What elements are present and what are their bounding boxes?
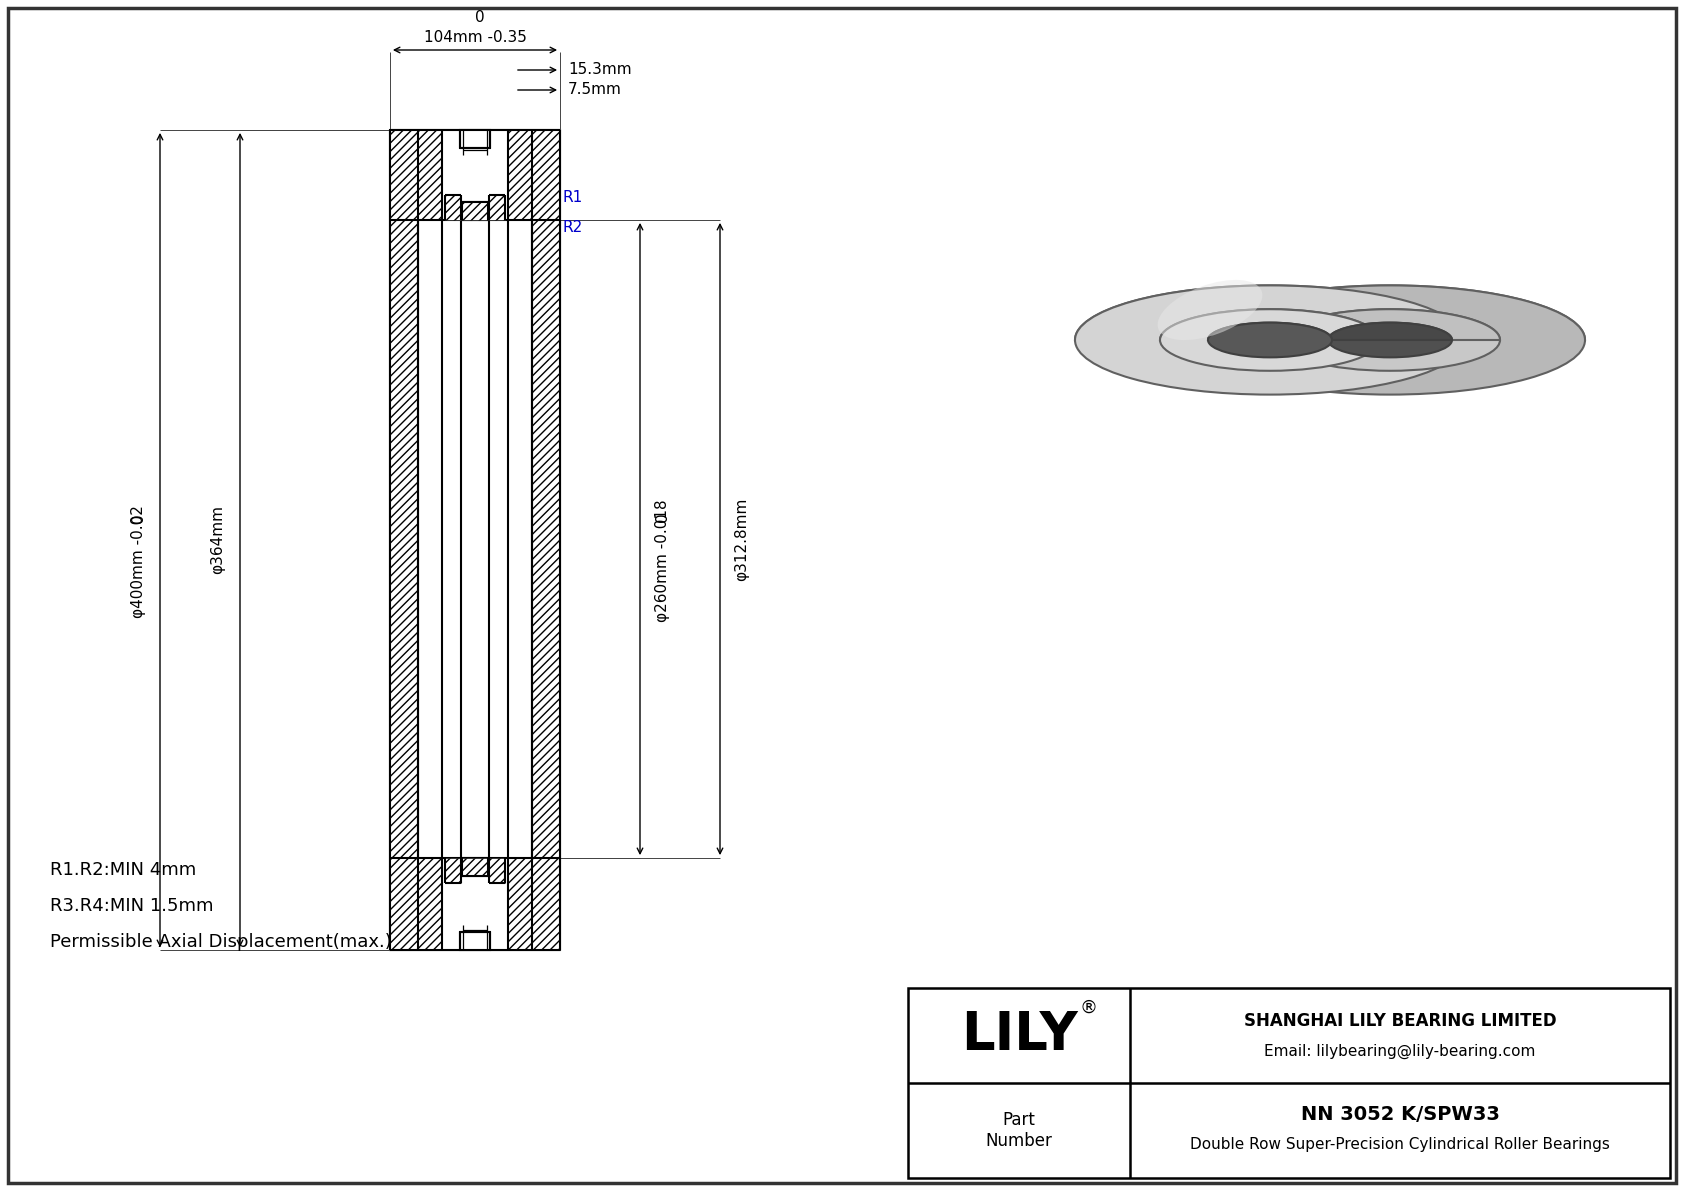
Bar [418, 130, 532, 220]
Bar [460, 933, 490, 950]
Bar [445, 195, 461, 220]
Text: LILY: LILY [960, 1010, 1078, 1061]
Text: R2: R2 [562, 220, 583, 236]
Text: 0: 0 [475, 11, 485, 25]
Bar [441, 130, 509, 220]
Text: 0: 0 [655, 512, 670, 522]
Bar [391, 130, 561, 220]
Bar [418, 858, 532, 950]
Text: ®: ® [1079, 998, 1096, 1016]
Text: 104mm -0.35: 104mm -0.35 [424, 30, 527, 45]
Ellipse shape [1157, 280, 1263, 341]
Bar [532, 220, 561, 858]
Bar [461, 858, 488, 877]
Text: Email: lilybearing@lily-bearing.com: Email: lilybearing@lily-bearing.com [1265, 1043, 1536, 1059]
Bar [391, 130, 561, 950]
Bar [908, 989, 1671, 1178]
Text: Permissible Axial Displacement(max.):5mm: Permissible Axial Displacement(max.):5mm [51, 933, 445, 950]
Bar [460, 130, 490, 148]
Bar [441, 130, 509, 950]
Text: R3: R3 [534, 252, 554, 268]
Polygon shape [1074, 286, 1585, 339]
Text: φ312.8mm: φ312.8mm [734, 498, 749, 581]
Bar [391, 858, 561, 950]
Text: NN 3052 K/SPW33: NN 3052 K/SPW33 [1300, 1105, 1499, 1124]
Text: SHANGHAI LILY BEARING LIMITED: SHANGHAI LILY BEARING LIMITED [1244, 1012, 1556, 1030]
Bar [461, 202, 488, 220]
Text: φ364mm: φ364mm [210, 505, 226, 574]
Bar [461, 220, 488, 858]
Text: φ400mm -0.02: φ400mm -0.02 [130, 505, 145, 618]
Text: Double Row Super-Precision Cylindrical Roller Bearings: Double Row Super-Precision Cylindrical R… [1191, 1137, 1610, 1152]
Text: Part
Number: Part Number [985, 1111, 1052, 1149]
Ellipse shape [1160, 310, 1379, 370]
Ellipse shape [1074, 286, 1465, 394]
Bar [461, 858, 488, 877]
Bar [488, 858, 505, 883]
Ellipse shape [1196, 286, 1585, 394]
Polygon shape [1160, 310, 1500, 339]
Ellipse shape [1280, 310, 1500, 370]
Text: 0: 0 [130, 513, 145, 523]
Ellipse shape [1207, 323, 1332, 357]
Bar [461, 202, 488, 220]
Text: R3.R4:MIN 1.5mm: R3.R4:MIN 1.5mm [51, 897, 214, 915]
Text: R1: R1 [562, 191, 583, 206]
Bar [445, 858, 461, 883]
Text: R1.R2:MIN 4mm: R1.R2:MIN 4mm [51, 861, 197, 879]
Text: φ260mm -0.018: φ260mm -0.018 [655, 500, 670, 623]
Text: R4: R4 [534, 285, 554, 299]
Ellipse shape [1329, 323, 1452, 357]
Bar [418, 130, 532, 950]
Text: 15.3mm: 15.3mm [568, 62, 632, 77]
Bar [441, 858, 509, 950]
Polygon shape [1207, 323, 1452, 339]
Bar [488, 195, 505, 220]
Text: 7.5mm: 7.5mm [568, 82, 621, 98]
Bar [391, 220, 418, 858]
